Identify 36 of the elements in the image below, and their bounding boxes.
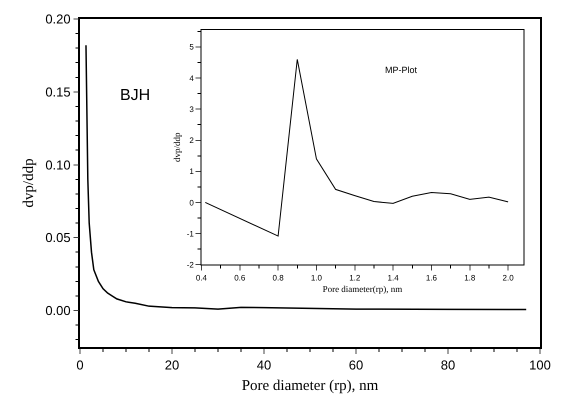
x-tick-label: 1.6: [426, 273, 438, 282]
y-tick-label: 0.15: [45, 84, 71, 100]
y-tick-label: 5: [189, 42, 194, 52]
y-tick-label: 3: [189, 104, 194, 114]
x-axis-title: Pore diameter(rp), nm: [322, 284, 402, 294]
y-tick-label: 2: [189, 136, 194, 146]
x-tick-label: 20: [164, 357, 180, 372]
y-axis-title: dvp/ddp: [21, 158, 38, 208]
x-tick-label: 1.8: [464, 273, 476, 282]
line-series: [204, 58, 509, 237]
y-tick-label: 1: [189, 167, 194, 176]
x-tick-label: 0.8: [272, 273, 284, 282]
x-tick-label: 1.4: [388, 273, 400, 282]
annotation: BJH: [120, 87, 150, 104]
y-tick-label: 0.10: [45, 157, 71, 172]
x-tick-label: 1.2: [349, 273, 361, 282]
y-tick-label: 4: [189, 74, 194, 83]
x-tick-label: 0.6: [234, 273, 246, 282]
x-tick-label: 2.0: [502, 273, 514, 282]
x-tick-label: 60: [348, 357, 364, 372]
x-tick-label: 0.4: [196, 273, 208, 282]
y-tick-label: -1: [186, 229, 194, 238]
x-axis-title: Pore diameter (rp), nm: [242, 378, 379, 394]
annotation: MP-Plot: [385, 65, 418, 75]
y-tick-label: 0.00: [45, 303, 71, 318]
x-tick-label: 1.0: [310, 273, 323, 282]
x-tick-label: 40: [256, 357, 272, 372]
y-tick-label: 0.20: [45, 12, 71, 27]
y-tick-label: 0: [189, 198, 194, 208]
x-tick-label: 0: [76, 357, 84, 372]
y-tick-label: -2: [186, 260, 194, 270]
x-tick-label: 80: [440, 357, 456, 372]
x-tick-label: 100: [529, 357, 551, 372]
line-series: [85, 44, 527, 310]
y-tick-label: 0.05: [45, 230, 71, 246]
y-axis-title: dvp/ddp: [172, 132, 182, 162]
